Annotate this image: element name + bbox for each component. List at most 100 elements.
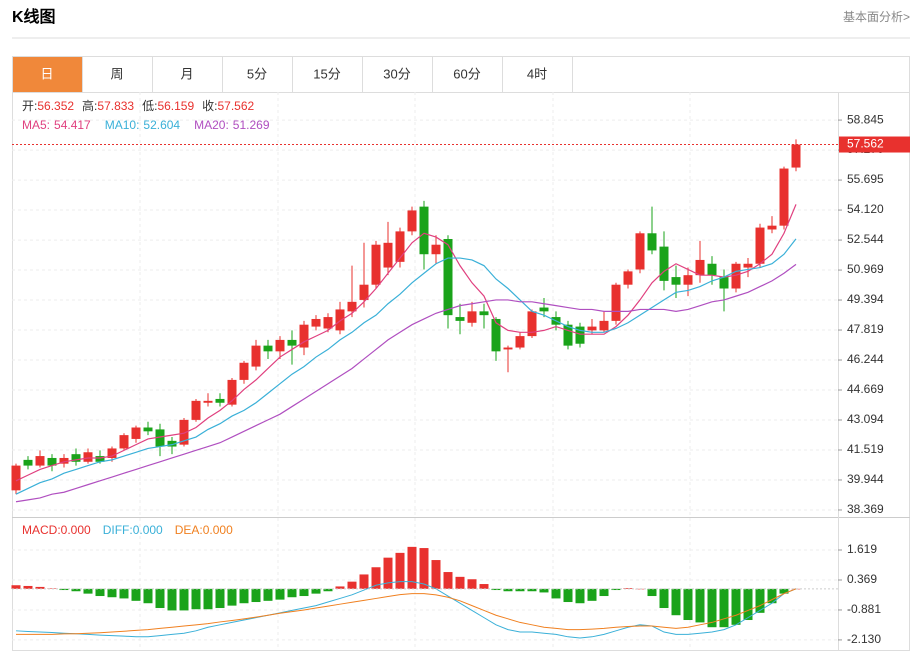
candle-body [623, 271, 633, 285]
y-tick-label: 1.619 [847, 542, 877, 556]
candle-body [239, 362, 249, 380]
candle-body [215, 398, 225, 403]
macd-bar [707, 588, 717, 628]
ohlc-legend: 开:56.352 高:57.833 低:56.159 收:57.562 [22, 98, 255, 113]
macd-bar [551, 588, 561, 599]
tab-label[interactable]: 5分 [247, 66, 267, 81]
macd-bar [407, 546, 417, 589]
candle-body [407, 210, 417, 232]
legend-name: DIFF: [103, 523, 133, 537]
macd-bar [683, 588, 693, 621]
candle-body [287, 339, 297, 346]
tab-label[interactable]: 30分 [383, 66, 410, 81]
macd-bar [419, 548, 429, 589]
candle-body [227, 379, 237, 405]
candle-body [395, 231, 405, 262]
macd-bar [383, 557, 393, 589]
macd-bar [11, 585, 21, 589]
candle-body [23, 459, 33, 466]
candle-body [35, 456, 45, 466]
legend-value: 52.604 [143, 118, 180, 132]
candle-body [563, 324, 573, 346]
candle-body [275, 339, 285, 352]
macd-bar [299, 588, 309, 597]
macd-bar [167, 588, 177, 611]
candle-body [743, 263, 753, 268]
tab[interactable] [502, 56, 573, 93]
tab[interactable] [362, 56, 433, 93]
candle-body [575, 326, 585, 344]
y-tick-label: 46.244 [847, 352, 884, 366]
candle-body [455, 317, 465, 321]
y-tick-label: 54.120 [847, 202, 884, 216]
candle-body [587, 326, 597, 331]
candle-body [11, 465, 21, 491]
macd-bar [275, 588, 285, 600]
macd-bar [107, 588, 117, 598]
macd-bar [23, 585, 33, 589]
last-price-label: 57.562 [847, 137, 884, 151]
ohlc-value: 56.352 [37, 99, 74, 113]
macd-bar [599, 588, 609, 597]
ohlc-value: 57.562 [217, 99, 254, 113]
macd-bar [455, 576, 465, 589]
macd-bar [503, 588, 513, 592]
candle-body [311, 318, 321, 327]
ma-line [15, 204, 797, 482]
chart-frame [12, 56, 910, 651]
macd-bar [611, 588, 621, 591]
y-tick-label: 44.669 [847, 382, 884, 396]
ohlc-label: 高: [82, 98, 97, 113]
macd-bar [251, 588, 261, 603]
tab-label[interactable]: 60分 [453, 66, 480, 81]
candle-body [443, 238, 453, 316]
candle-body [515, 336, 525, 348]
macd-bar [659, 588, 669, 609]
tab[interactable] [152, 56, 223, 93]
macd-bar [191, 588, 201, 610]
tab-label[interactable]: 4时 [527, 66, 547, 81]
legend-value: 51.269 [233, 118, 270, 132]
macd-line [15, 581, 797, 639]
tab[interactable] [222, 56, 293, 93]
ohlc-value: 56.159 [157, 99, 194, 113]
tab[interactable] [82, 56, 153, 93]
candle-body [71, 454, 81, 462]
legend-name: DEA: [175, 523, 203, 537]
candle-body [719, 277, 729, 289]
ohlc-label: 开: [22, 99, 37, 113]
macd-bar [767, 588, 777, 604]
legend-name: MA20: [194, 118, 229, 132]
legend-value: 0.000 [61, 523, 91, 537]
macd-bar [131, 588, 141, 601]
macd-bar [227, 588, 237, 606]
macd-bar [359, 574, 369, 589]
tab-label[interactable]: 日 [40, 66, 53, 81]
candle-body [527, 311, 537, 337]
y-tick-label: 39.944 [847, 472, 884, 486]
tab[interactable] [12, 56, 83, 93]
tab-label[interactable]: 周 [110, 66, 123, 81]
candle-body [491, 318, 501, 352]
ma-line [15, 263, 797, 503]
macd-bar [143, 588, 153, 604]
analysis-link[interactable]: 基本面分析> [843, 10, 910, 24]
y-tick-label: -2.130 [847, 632, 881, 646]
y-tick-label: 50.969 [847, 262, 884, 276]
legend-value: 0.000 [203, 523, 233, 537]
candle-body [539, 307, 549, 312]
last-price-box [839, 136, 910, 153]
macd-legend: MACD:0.000 DIFF:0.000 DEA:0.000 [22, 523, 233, 537]
candle-body [419, 206, 429, 255]
candle-body [683, 275, 693, 285]
candle-body [83, 452, 93, 462]
candle-body [731, 263, 741, 289]
y-tick-label: 55.695 [847, 172, 884, 186]
macd-bar [59, 588, 69, 591]
macd-bar [743, 588, 753, 621]
tab-label[interactable]: 15分 [313, 66, 340, 81]
candle-body [95, 456, 105, 462]
tab-label[interactable]: 月 [180, 66, 193, 81]
macd-bar [779, 588, 789, 594]
